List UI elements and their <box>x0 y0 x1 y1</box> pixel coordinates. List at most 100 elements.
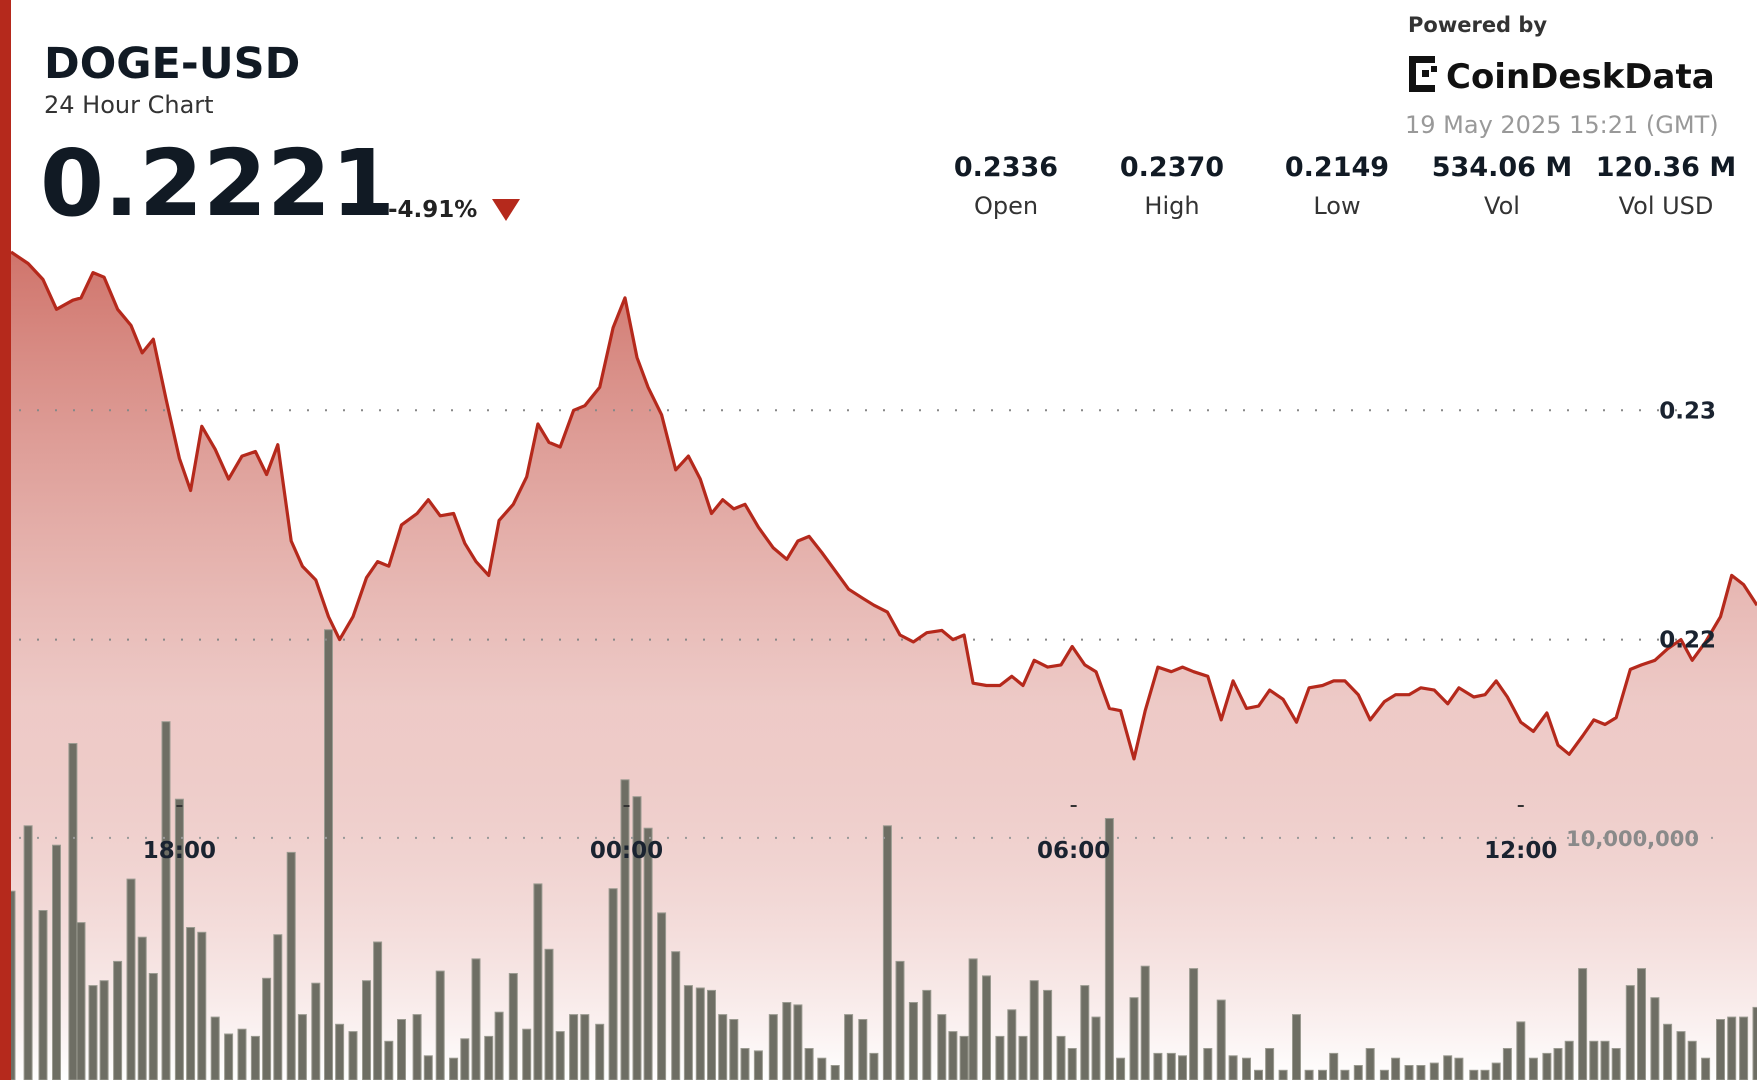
volume-bar <box>412 1014 422 1080</box>
volume-bar <box>948 1031 958 1080</box>
volume-bar <box>1166 1052 1176 1080</box>
volume-bar <box>197 931 207 1080</box>
volume-bar <box>1739 1016 1749 1080</box>
area-layer <box>11 252 1757 1080</box>
volume-bar <box>869 1052 879 1080</box>
volume-bar <box>982 975 991 1080</box>
volume-bar <box>262 977 272 1080</box>
volume-bar <box>1018 1035 1028 1080</box>
volume-bar <box>1391 1057 1401 1080</box>
volume-bar <box>1129 997 1139 1080</box>
volume-bar <box>632 796 642 1080</box>
volume-bar <box>1600 1040 1610 1080</box>
volume-bar <box>494 1011 504 1080</box>
price-area <box>11 252 1757 1080</box>
volume-bar <box>1104 818 1114 1080</box>
stat-label: Vol <box>1484 192 1520 220</box>
volume-bar <box>1353 1065 1363 1080</box>
stat-value: 0.2149 <box>1285 152 1389 183</box>
volume-bar <box>1469 1069 1479 1080</box>
volume-bar <box>740 1048 750 1080</box>
volume-bar <box>1091 1016 1101 1080</box>
volume-bar <box>237 1028 247 1080</box>
grid-layer <box>19 409 1727 839</box>
label-layer: 0.22 0.23 10,000,000 18:00 00:00 06:00 12:00 <box>143 398 1716 864</box>
volume-bar <box>460 1038 470 1080</box>
volume-bar <box>995 1035 1005 1080</box>
volume-bar <box>286 851 296 1080</box>
volume-bar <box>1727 1016 1737 1080</box>
volume-bar <box>1140 965 1150 1080</box>
volume-bar <box>1553 1048 1563 1080</box>
volume-bar <box>186 927 196 1080</box>
volume-bar <box>1404 1065 1414 1080</box>
volume-bar <box>643 827 653 1080</box>
volume-bar <box>99 980 109 1080</box>
symbol: DOGE-USD <box>44 39 300 89</box>
volume-bar <box>1228 1055 1238 1080</box>
volume-bar <box>1379 1069 1389 1080</box>
volume-bar <box>729 1019 739 1080</box>
volume-bar <box>76 922 86 1080</box>
volume-bar <box>126 878 136 1080</box>
volume-bar <box>657 912 667 1080</box>
brand-name: CoinDeskData <box>1446 57 1715 97</box>
volume-bar <box>38 910 48 1080</box>
timestamp: 19 May 2025 15:21 (GMT) <box>1405 111 1719 139</box>
volume-bar <box>1625 985 1635 1080</box>
x-tick-label: 18:00 <box>143 838 216 864</box>
volume-bar <box>595 1023 605 1080</box>
volume-bar <box>1491 1062 1501 1080</box>
volume-bar <box>362 980 371 1080</box>
volume-bar <box>1542 1052 1552 1080</box>
down-arrow <box>492 199 520 221</box>
stat-value: 0.2370 <box>1120 152 1224 183</box>
stat-label: High <box>1144 192 1199 220</box>
volume-bar <box>908 1002 918 1080</box>
volume-bar <box>1080 985 1090 1080</box>
y2-tick-label: 10,000,000 <box>1566 827 1699 851</box>
stat-value: 534.06 M <box>1432 152 1572 183</box>
stat-label: Low <box>1313 192 1360 220</box>
volume-bar <box>1178 1055 1187 1080</box>
volume-bar <box>718 1014 728 1080</box>
volume-bar <box>830 1065 840 1080</box>
volume-bar <box>959 1035 969 1080</box>
y-tick-label: 0.22 <box>1659 628 1716 654</box>
volume-bar <box>335 1023 345 1080</box>
subtitle: 24 Hour Chart <box>44 91 214 119</box>
stat-value: 0.2336 <box>954 152 1058 183</box>
price-line <box>10 250 1757 761</box>
volume-bar <box>324 629 333 1080</box>
accent-bar <box>0 0 11 1080</box>
volume-bar <box>1480 1069 1490 1080</box>
volume-bar <box>250 1035 260 1080</box>
volume-bar <box>1029 980 1039 1080</box>
volume-bar <box>1043 989 1053 1080</box>
y-tick-label: 0.23 <box>1659 398 1716 424</box>
volume-bar <box>508 973 518 1080</box>
volume-bar <box>449 1057 459 1080</box>
volume-bar <box>695 987 705 1080</box>
volume-bar <box>1611 1048 1621 1080</box>
volume-bar <box>484 1035 494 1080</box>
volume-bar <box>471 958 481 1080</box>
volume-bar <box>522 1028 532 1080</box>
volume-bar <box>210 1016 220 1080</box>
volume-bar <box>1329 1052 1339 1080</box>
stats: 0.2336 Open 0.2370 High 0.2149 Low 534.0… <box>954 152 1736 220</box>
volume-bar <box>1116 1057 1126 1080</box>
bar-layer <box>6 629 1757 1080</box>
volume-bar <box>1067 1048 1077 1080</box>
volume-bar <box>844 1014 854 1080</box>
volume-bar <box>373 941 383 1080</box>
volume-bar <box>707 989 716 1080</box>
volume-bar <box>544 948 554 1080</box>
brand-logo <box>1409 56 1437 92</box>
volume-bar <box>555 1031 565 1080</box>
volume-bar <box>1265 1048 1275 1080</box>
volume-bar <box>1416 1065 1426 1080</box>
volume-bar <box>88 985 98 1080</box>
volume-bar <box>793 1004 803 1080</box>
volume-bar <box>1637 968 1646 1080</box>
